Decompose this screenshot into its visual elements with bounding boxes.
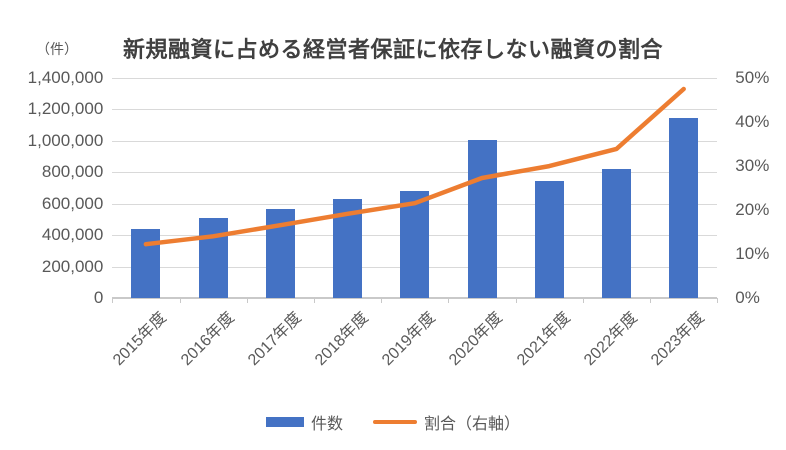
x-axis-label-2020年度: 2020年度 [446,309,507,370]
line-series-swatch [373,419,417,425]
right-axis-tick-label: 50% [735,67,770,87]
legend-item-ratio: 割合（右軸） [373,410,520,434]
left-axis-tick-label: 0 [93,288,104,307]
left-axis-tick-label: 1,400,000 [27,67,104,87]
right-axis-tick-label: 20% [735,199,770,219]
gridline [112,140,718,142]
x-axis-tick [179,298,181,303]
chart-legend: 件数 割合（右軸） [0,410,786,434]
gridline [112,109,718,110]
x-axis-tick [650,298,652,303]
right-axis-tick-label: 10% [735,243,770,263]
right-axis-tick-label: 0% [735,288,760,307]
bar-2020年度 [467,139,497,298]
left-axis-tick-label: 800,000 [41,162,104,181]
legend-label-ratio: 割合（右軸） [424,416,521,433]
x-axis-tick [112,298,114,303]
chart-title: 新規融資に占める経営者保証に依存しない融資の割合 [122,37,663,62]
x-axis-tick [717,298,719,303]
left-axis-tick-label: 1,200,000 [27,99,104,118]
gridline [112,77,718,79]
x-axis-tick [448,298,450,303]
bar-2016年度 [198,218,228,298]
bar-2023年度 [669,117,699,298]
left-axis-tick-label: 1,000,000 [27,130,104,150]
legend-item-count: 件数 [265,410,343,434]
right-axis-tick-label: 40% [735,111,770,131]
bar-2022年度 [601,168,631,298]
x-axis-label-2022年度: 2022年度 [580,309,641,370]
left-axis-tick-label: 200,000 [41,256,104,276]
left-axis-tick-label: 600,000 [41,193,104,213]
x-axis-tick [381,298,383,303]
left-axis-tick-label: 400,000 [41,225,104,244]
x-axis-tick [313,298,315,303]
bar-series-swatch [265,417,304,427]
left-axis-unit-label: （件） [36,41,78,57]
x-axis-label-2015年度: 2015年度 [110,309,171,370]
x-axis-line [112,297,718,299]
x-axis-label-2023年度: 2023年度 [648,309,708,370]
bar-2015年度 [131,228,161,298]
x-axis-label-2021年度: 2021年度 [513,309,574,370]
bar-2019年度 [400,190,430,298]
x-axis-tick [582,298,584,303]
bar-2021年度 [534,180,564,298]
bar-2017年度 [265,209,295,298]
x-axis-label-2018年度: 2018年度 [312,309,372,370]
bar-2018年度 [333,198,363,298]
right-axis-tick-label: 30% [735,155,770,175]
x-axis-tick [515,298,517,303]
x-axis-label-2017年度: 2017年度 [244,309,305,370]
x-axis-label-2019年度: 2019年度 [379,309,440,370]
x-axis-tick [246,298,248,303]
x-axis-label-2016年度: 2016年度 [177,309,238,370]
legend-label-count: 件数 [310,416,343,433]
